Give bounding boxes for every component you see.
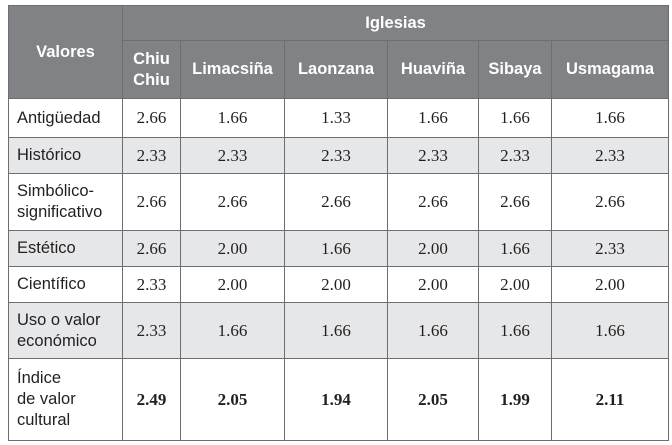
value-cell: 1.66 (478, 230, 552, 267)
value-cell: 2.49 (122, 358, 181, 441)
value-cell: 2.66 (180, 173, 285, 231)
value-cell: 2.00 (180, 266, 285, 303)
row-label: Simbólico- significativo (8, 173, 123, 231)
row-label: Estético (8, 230, 123, 267)
column-header: Sibaya (478, 40, 552, 99)
value-cell: 2.00 (478, 266, 552, 303)
value-cell: 2.66 (122, 98, 181, 138)
table-row: Antigüedad 2.66 1.66 1.33 1.66 1.66 1.66 (8, 98, 670, 138)
column-header: Chiu Chiu (122, 40, 181, 99)
value-cell: 1.33 (284, 98, 388, 138)
value-cell: 1.66 (387, 98, 479, 138)
value-cell: 1.66 (180, 98, 285, 138)
value-cell: 2.33 (180, 137, 285, 174)
row-header: Valores (8, 5, 123, 99)
table-row: Estético 2.66 2.00 1.66 2.00 1.66 2.33 (8, 230, 670, 267)
table-row: Índice de valor cultural 2.49 2.05 1.94 2.05… (8, 358, 670, 441)
value-cell: 1.66 (550, 302, 670, 359)
value-cell: 1.66 (284, 230, 388, 267)
column-header-row: Chiu Chiu Limacsiña Laonzana Huaviña Sibaya U… (9, 40, 670, 99)
value-cell: 1.66 (478, 98, 552, 138)
table-row: Uso o valor económico 2.33 1.66 1.66 1.66 1.6… (8, 302, 670, 359)
value-cell: 2.00 (387, 230, 479, 267)
row-label: Índice de valor cultural (8, 358, 123, 441)
table-row: Histórico 2.33 2.33 2.33 2.33 2.33 2.33 (8, 137, 670, 174)
value-cell: 2.05 (387, 358, 479, 441)
value-cell: 1.66 (284, 302, 388, 359)
value-cell: 2.66 (478, 173, 552, 231)
row-label: Científico (8, 266, 123, 303)
value-cell: 2.66 (122, 230, 181, 267)
value-cell: 2.05 (180, 358, 285, 441)
value-cell: 2.00 (180, 230, 285, 267)
row-label: Histórico (8, 137, 123, 174)
value-cell: 1.94 (284, 358, 388, 441)
value-cell: 1.66 (387, 302, 479, 359)
group-header: Iglesias (121, 5, 670, 41)
value-cell: 2.00 (550, 266, 670, 303)
table-row: Simbólico- significativo 2.66 2.66 2.66 2.66… (8, 173, 670, 231)
value-cell: 2.66 (122, 173, 181, 231)
column-header: Limacsiña (180, 40, 285, 99)
value-cell: 2.33 (387, 137, 479, 174)
value-cell: 2.33 (122, 266, 181, 303)
value-cell: 1.66 (180, 302, 285, 359)
value-cell: 1.66 (550, 98, 670, 138)
value-cell: 2.33 (478, 137, 552, 174)
value-cell: 2.33 (284, 137, 388, 174)
value-cell: 2.33 (550, 137, 670, 174)
value-cell: 2.66 (550, 173, 670, 231)
column-header: Huaviña (387, 40, 479, 99)
row-label: Uso o valor económico (8, 302, 123, 359)
value-cell: 2.33 (122, 137, 181, 174)
value-cell: 2.66 (284, 173, 388, 231)
value-cell: 2.00 (387, 266, 479, 303)
values-table: Valores Iglesias Chiu Chiu Limacsiña Laonz… (8, 5, 670, 441)
value-cell: 2.66 (387, 173, 479, 231)
column-header: Usmagama (550, 40, 670, 99)
value-cell: 2.33 (122, 302, 181, 359)
header-row: Valores Iglesias (8, 5, 670, 99)
value-cell: 1.99 (478, 358, 552, 441)
value-cell: 2.11 (550, 358, 670, 441)
column-header: Laonzana (284, 40, 388, 99)
value-cell: 2.33 (550, 230, 670, 267)
table-row: Científico 2.33 2.00 2.00 2.00 2.00 2.00 (8, 266, 670, 303)
value-cell: 2.00 (284, 266, 388, 303)
value-cell: 1.66 (478, 302, 552, 359)
row-label: Antigüedad (8, 98, 123, 138)
